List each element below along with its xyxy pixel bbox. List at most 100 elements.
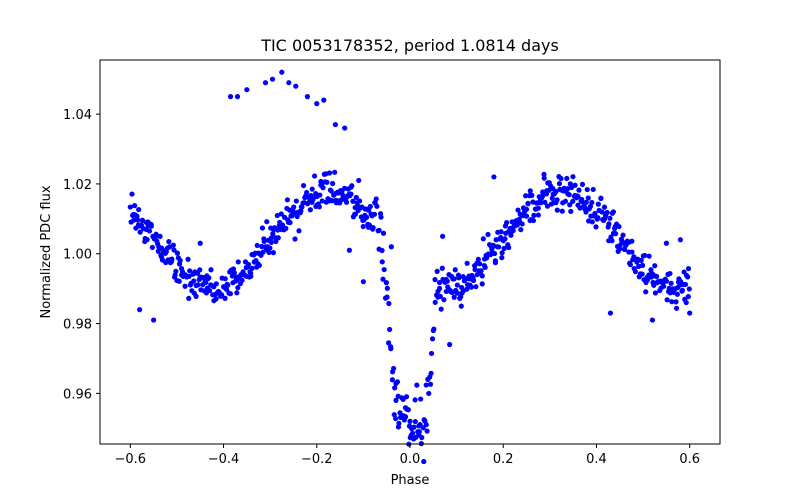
data-point xyxy=(273,238,279,245)
data-point xyxy=(419,434,425,441)
data-point xyxy=(342,125,348,131)
data-point xyxy=(356,177,362,184)
data-point xyxy=(501,245,507,251)
data-point xyxy=(391,412,397,418)
data-point xyxy=(661,283,667,289)
data-point xyxy=(223,286,230,292)
data-point xyxy=(155,248,161,254)
data-point xyxy=(405,407,411,413)
data-point xyxy=(437,285,443,291)
data-point xyxy=(384,294,390,300)
data-point xyxy=(300,182,307,189)
data-point xyxy=(249,265,255,271)
data-point xyxy=(324,179,330,185)
data-point xyxy=(663,240,669,246)
data-point xyxy=(464,286,470,292)
data-point xyxy=(407,418,413,424)
data-point xyxy=(519,221,525,227)
data-point xyxy=(314,101,320,107)
data-point xyxy=(579,181,586,188)
data-point xyxy=(632,268,638,275)
data-point xyxy=(499,250,505,256)
data-point xyxy=(279,69,285,75)
data-point xyxy=(309,186,315,192)
data-point xyxy=(646,253,652,259)
y-tick-label: 1.02 xyxy=(63,178,92,193)
data-point xyxy=(367,203,373,210)
data-point xyxy=(616,223,622,230)
data-point xyxy=(436,279,443,286)
data-point xyxy=(572,182,578,188)
data-point xyxy=(437,293,443,300)
data-point xyxy=(384,285,390,291)
data-point xyxy=(234,290,240,296)
data-point xyxy=(674,291,680,297)
data-point xyxy=(638,257,644,264)
data-point xyxy=(262,80,269,86)
data-point xyxy=(644,277,651,283)
data-point xyxy=(518,227,524,233)
data-point xyxy=(376,227,382,233)
data-point xyxy=(669,299,675,305)
data-point xyxy=(485,231,491,238)
data-point xyxy=(473,284,479,290)
data-point xyxy=(677,237,683,243)
data-point xyxy=(529,192,535,198)
data-point xyxy=(559,208,565,214)
data-point xyxy=(502,236,508,242)
data-point xyxy=(380,230,387,236)
data-point xyxy=(235,285,241,291)
data-point xyxy=(388,346,394,352)
y-axis-label: Normalized PDC flux xyxy=(39,185,54,318)
data-point xyxy=(439,265,445,271)
y-tick-label: 1.00 xyxy=(63,248,92,263)
data-point xyxy=(132,203,138,209)
data-point xyxy=(360,223,366,230)
data-point xyxy=(685,274,691,280)
data-point xyxy=(480,236,486,242)
data-point xyxy=(319,198,325,204)
x-tick-label: −0.2 xyxy=(301,452,333,467)
data-point xyxy=(259,225,266,231)
data-point xyxy=(479,273,485,279)
data-point xyxy=(458,303,464,309)
data-point xyxy=(468,284,474,290)
data-point xyxy=(149,244,155,251)
data-point xyxy=(475,256,481,262)
data-point xyxy=(508,232,514,238)
data-point xyxy=(673,305,680,311)
data-point xyxy=(553,188,559,195)
data-point xyxy=(269,76,276,82)
data-point xyxy=(286,80,292,86)
data-point xyxy=(264,219,270,225)
data-point xyxy=(296,228,302,234)
data-point xyxy=(587,203,594,210)
data-point xyxy=(544,203,551,209)
data-point xyxy=(538,200,544,206)
data-point xyxy=(219,292,225,298)
data-point xyxy=(423,382,429,388)
data-point xyxy=(595,215,601,221)
data-point xyxy=(470,277,477,284)
data-point xyxy=(441,297,447,303)
data-point xyxy=(187,268,193,274)
data-point xyxy=(562,198,569,204)
data-point xyxy=(584,186,590,193)
data-point xyxy=(227,94,234,100)
data-point xyxy=(447,341,453,348)
data-point xyxy=(583,209,589,215)
data-point xyxy=(673,299,679,305)
data-point xyxy=(506,244,512,251)
data-point xyxy=(356,198,363,204)
data-point xyxy=(390,365,397,372)
data-point xyxy=(410,430,416,436)
data-point xyxy=(239,277,245,283)
data-point xyxy=(456,275,462,281)
data-point xyxy=(151,317,157,323)
data-point xyxy=(682,281,689,288)
data-point xyxy=(268,239,275,246)
data-point xyxy=(648,267,654,273)
data-point xyxy=(451,294,457,300)
data-point xyxy=(451,276,457,282)
data-point xyxy=(527,188,533,194)
